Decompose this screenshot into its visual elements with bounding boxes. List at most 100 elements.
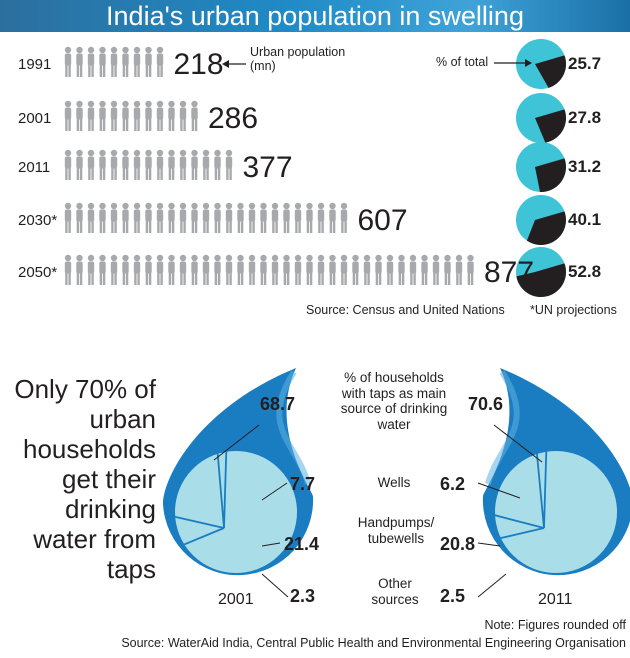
population-value-label: 877 xyxy=(484,256,535,289)
value-leader-line xyxy=(261,482,288,501)
pie-urban-share-slice xyxy=(535,109,566,143)
value-leader-line xyxy=(213,424,260,461)
leader-lines xyxy=(213,59,543,598)
pie-urban-share-slice xyxy=(526,211,567,246)
population-person-figure xyxy=(99,100,106,131)
urban-share-pie xyxy=(516,195,567,246)
population-person-figure xyxy=(340,254,348,285)
population-person-figure xyxy=(64,254,72,285)
population-person-figure xyxy=(329,202,336,233)
pie-urban-share-slice xyxy=(516,263,566,297)
rounding-note: Note: Figures rounded off xyxy=(484,618,626,632)
population-person-figure xyxy=(156,202,164,233)
population-person-figure xyxy=(248,254,256,285)
population-person-figure xyxy=(386,254,394,285)
population-person-figure xyxy=(76,46,83,77)
population-person-figure xyxy=(202,149,210,180)
population-person-figure xyxy=(122,100,129,131)
population-person-figure xyxy=(168,202,175,233)
population-person-figure xyxy=(225,202,233,233)
population-source: Source: Census and United Nations xyxy=(306,303,505,317)
population-person-figure xyxy=(64,46,72,77)
water-headline: Only 70% of urban households get their d… xyxy=(14,374,156,584)
population-person-figure xyxy=(99,46,106,77)
population-person-figure xyxy=(168,100,175,131)
population-person-figure xyxy=(306,254,313,285)
population-person-figure xyxy=(225,254,233,285)
urban-population-annotation: Urban population (mn) xyxy=(250,45,346,74)
population-person-figure xyxy=(133,149,141,180)
population-person-figure xyxy=(214,149,221,180)
handpumps-category-label: Handpumps/ tubewells xyxy=(357,515,435,546)
population-person-figure xyxy=(432,254,440,285)
water-value-2001: 21.4 xyxy=(284,534,320,554)
water-source: Source: WaterAid India, Central Public H… xyxy=(121,636,626,650)
population-person-figure xyxy=(317,202,325,233)
population-person-figure xyxy=(76,100,83,131)
urban-arrow-head xyxy=(222,60,229,68)
population-person-figure xyxy=(455,254,463,285)
population-person-figure xyxy=(202,202,210,233)
population-person-figure xyxy=(64,202,72,233)
percent-value-label: 52.8 xyxy=(568,262,602,281)
population-person-figure xyxy=(237,202,244,233)
row-year-label: 2030* xyxy=(18,212,58,229)
population-person-figure xyxy=(214,254,221,285)
population-person-figure xyxy=(145,100,152,131)
population-person-figure xyxy=(145,149,152,180)
urban-share-pie xyxy=(516,142,566,192)
pie-slice-divider xyxy=(493,514,545,529)
pie-disc xyxy=(173,449,299,575)
population-person-figure xyxy=(156,46,164,77)
population-person-figure xyxy=(444,254,451,285)
population-person-figure xyxy=(294,202,302,233)
population-person-figure xyxy=(202,254,210,285)
population-person-figure xyxy=(191,202,198,233)
population-person-figure xyxy=(87,46,95,77)
population-person-figure xyxy=(145,46,152,77)
value-leader-line xyxy=(477,542,501,547)
population-person-figure xyxy=(122,46,129,77)
pie-slice-divider xyxy=(216,452,225,529)
population-person-figure xyxy=(340,202,348,233)
percent-value-label: 25.7 xyxy=(568,54,602,73)
percent-value-label: 27.8 xyxy=(568,108,602,127)
population-person-figure xyxy=(294,254,302,285)
population-person-figure xyxy=(317,254,325,285)
water-drops xyxy=(163,368,630,576)
population-figures xyxy=(64,46,474,285)
percent-value-label: 40.1 xyxy=(568,210,602,229)
share-pies xyxy=(516,39,567,297)
population-person-figure xyxy=(398,254,405,285)
population-person-figure xyxy=(329,254,336,285)
water-value-2001: 68.7 xyxy=(260,394,296,414)
population-person-figure xyxy=(156,100,164,131)
urban-share-pie xyxy=(516,93,566,143)
population-person-figure xyxy=(110,149,118,180)
population-person-figure xyxy=(179,254,187,285)
population-person-figure xyxy=(191,254,198,285)
population-person-figure xyxy=(179,202,187,233)
population-person-figure xyxy=(225,149,233,180)
pie-urban-share-slice xyxy=(535,55,566,88)
population-person-figure xyxy=(110,254,118,285)
chart-title: India's urban population in swelling xyxy=(106,1,524,31)
population-person-figure xyxy=(260,202,267,233)
population-person-figure xyxy=(122,254,129,285)
population-person-figure xyxy=(110,100,118,131)
pie-slice-divider xyxy=(543,450,548,529)
urban-share-pie xyxy=(516,39,566,89)
population-person-figure xyxy=(283,254,290,285)
population-value-label: 377 xyxy=(242,151,293,184)
water-value-2011: 2.5 xyxy=(440,586,466,606)
population-value-label: 218 xyxy=(173,48,224,81)
population-person-figure xyxy=(122,149,129,180)
population-person-figure xyxy=(179,149,187,180)
population-person-figure xyxy=(133,202,141,233)
population-person-figure xyxy=(76,202,83,233)
population-person-figure xyxy=(421,254,428,285)
pie-slice-divider xyxy=(183,527,225,546)
population-person-figure xyxy=(122,202,129,233)
